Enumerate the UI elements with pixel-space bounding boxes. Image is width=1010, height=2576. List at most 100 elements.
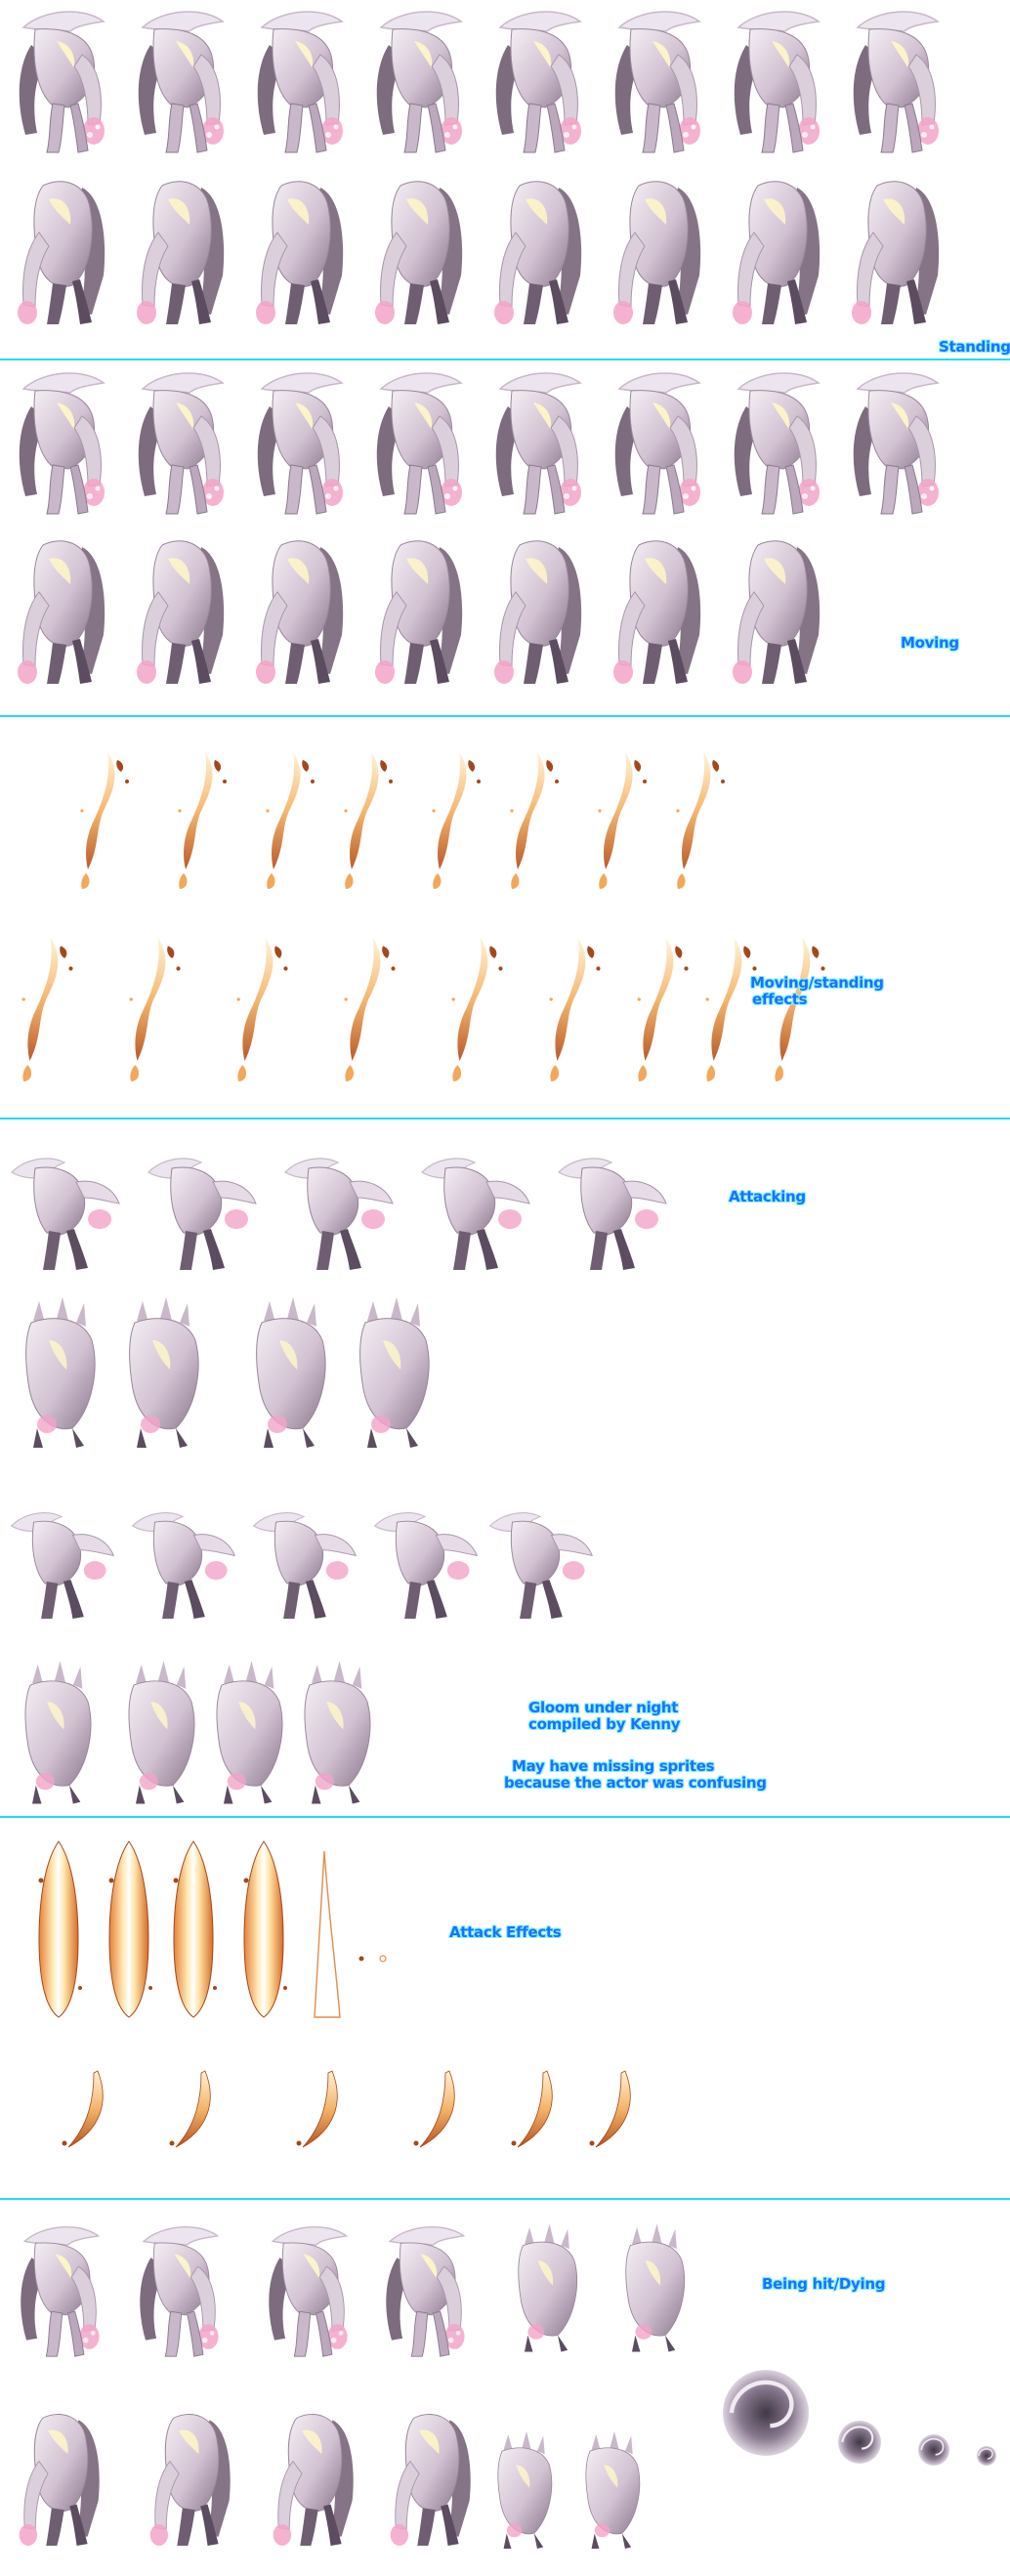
attacking-frame — [216, 1661, 283, 1804]
moving-effect-frame — [129, 938, 181, 1081]
moving-effect-frame — [676, 752, 725, 889]
moving-frame — [18, 540, 105, 684]
section-divider — [0, 359, 1010, 360]
standing-frame — [257, 11, 344, 153]
attacking-frame — [304, 1661, 371, 1804]
attacking-frame — [558, 1158, 667, 1270]
attack-effect-frame — [314, 1850, 387, 2018]
being-hit-dying-label: Being hit/Dying — [762, 2275, 886, 2293]
moving-frame — [19, 372, 105, 515]
being-hit-frame — [518, 2223, 577, 2352]
moving-frame — [733, 540, 821, 684]
moving-frame — [614, 372, 701, 515]
section-divider — [0, 1816, 1010, 1818]
moving-effect-frame — [21, 938, 73, 1081]
section-divider — [0, 2198, 1010, 2200]
standing-frame — [734, 11, 821, 153]
being-hit-frame — [625, 2223, 685, 2352]
attacking-label: Attacking — [729, 1188, 806, 1205]
moving-effect-frame — [266, 752, 315, 889]
standing-frame — [256, 181, 344, 324]
moving-effect-frame — [705, 938, 757, 1081]
dying-frame — [390, 2414, 471, 2546]
dying-frame — [497, 2430, 553, 2549]
attacking-frame — [488, 1512, 593, 1619]
attack-effects-label: Attack Effects — [449, 1923, 562, 1941]
standing-frame — [18, 181, 105, 324]
being-hit-frame — [140, 2226, 220, 2357]
attacking-frame — [359, 1297, 430, 1448]
being-hit-frame — [269, 2226, 349, 2357]
attacking-frame — [10, 1512, 114, 1619]
moving-frame — [257, 372, 344, 515]
standing-frame — [376, 11, 463, 153]
missing-sprites-note: May have missing sprites because the act… — [504, 1757, 767, 1792]
attacking-frame — [373, 1512, 478, 1619]
moving-frame — [137, 540, 225, 684]
attack-effect-frame — [108, 1840, 152, 2018]
moving-frame — [376, 372, 463, 515]
attack-effect-frame — [589, 2070, 631, 2148]
standing-frame — [853, 11, 940, 153]
standing-frame — [138, 11, 225, 153]
moving-effect-frame — [432, 752, 481, 889]
dying-frame — [273, 2414, 354, 2546]
attack-effect-frame — [173, 1840, 217, 2018]
attacking-frame — [129, 1297, 199, 1448]
standing-frame — [614, 11, 701, 153]
moving-frame — [256, 540, 344, 684]
standing-frame — [375, 181, 463, 324]
standing-frame — [613, 181, 701, 324]
section-divider — [0, 1118, 1010, 1119]
standing-frame — [19, 11, 105, 153]
moving-frame — [613, 540, 701, 684]
moving-effect-frame — [774, 938, 825, 1081]
standing-label: Standing — [939, 338, 1010, 356]
attack-effect-frame — [62, 2070, 104, 2148]
moving-frame — [734, 372, 821, 515]
death-swirl — [918, 2434, 949, 2466]
standing-frame — [852, 181, 940, 324]
moving-effect-frame — [549, 938, 601, 1081]
moving-frame — [853, 372, 940, 515]
standing-frame — [733, 181, 821, 324]
attacking-frame — [24, 1661, 92, 1804]
moving-effect-frame — [451, 938, 503, 1081]
attack-effect-frame — [511, 2070, 553, 2148]
dying-frame — [149, 2414, 231, 2546]
moving-effect-frame — [344, 938, 396, 1081]
attacking-frame — [25, 1297, 96, 1448]
section-divider — [0, 715, 1010, 717]
moving-effect-frame — [80, 752, 129, 889]
standing-frame — [494, 181, 582, 324]
moving-label: Moving — [901, 634, 959, 652]
death-swirl — [977, 2446, 996, 2466]
death-swirl — [723, 2370, 809, 2456]
being-hit-frame — [386, 2226, 466, 2357]
credit-label: Gloom under night compiled by Kenny — [528, 1699, 681, 1733]
attacking-frame — [421, 1158, 530, 1270]
moving-effect-frame — [178, 752, 227, 889]
moving-frame — [494, 540, 582, 684]
attack-effect-frame — [296, 2070, 338, 2148]
attack-effect-frame — [243, 1840, 287, 2018]
dying-frame — [585, 2430, 641, 2549]
death-swirl — [838, 2421, 881, 2464]
dying-frame — [19, 2414, 100, 2546]
moving-effect-frame — [598, 752, 647, 889]
moving-standing-effects-label: Moving/standing effects — [750, 974, 884, 1008]
attack-effect-frame — [38, 1840, 82, 2018]
attacking-frame — [284, 1158, 394, 1270]
attacking-frame — [256, 1297, 326, 1448]
standing-frame — [495, 11, 582, 153]
attacking-frame — [147, 1158, 257, 1270]
attack-effect-frame — [169, 2070, 211, 2148]
moving-frame — [375, 540, 463, 684]
moving-frame — [495, 372, 582, 515]
attacking-frame — [131, 1512, 235, 1619]
standing-frame — [137, 181, 225, 324]
moving-effect-frame — [510, 752, 559, 889]
moving-effect-frame — [236, 938, 288, 1081]
